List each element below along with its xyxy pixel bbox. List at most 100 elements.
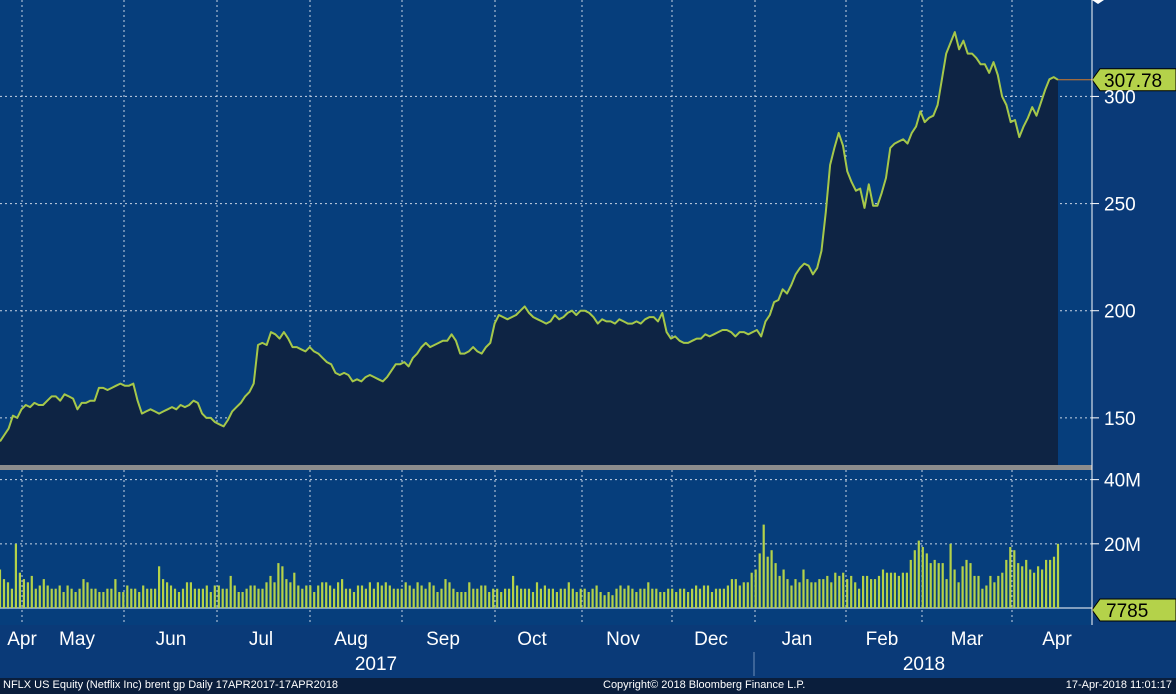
volume-bar — [734, 579, 737, 608]
volume-bar — [754, 569, 757, 608]
volume-bar — [269, 575, 272, 608]
volume-bar — [695, 585, 698, 608]
volume-bar — [189, 582, 192, 608]
volume-bar — [58, 585, 61, 608]
volume-bar — [348, 588, 352, 608]
volume-bar — [380, 585, 383, 608]
volume-bar — [476, 588, 479, 608]
volume-bar — [221, 588, 224, 608]
volume-bar — [337, 582, 340, 608]
volume-bar — [981, 588, 984, 608]
volume-bar — [790, 585, 793, 608]
volume-bar — [822, 579, 825, 608]
volume-bar — [46, 585, 49, 608]
volume-bar — [571, 588, 574, 608]
volume-bar — [42, 579, 45, 608]
volume-bar — [921, 547, 924, 608]
volume-bar — [909, 559, 912, 608]
volume-bar — [631, 588, 634, 608]
volume-bar — [647, 582, 650, 608]
volume-bar — [893, 572, 896, 608]
volume-bar — [901, 572, 904, 608]
last-price-label: 307.78 — [1104, 71, 1162, 92]
volume-bar — [635, 592, 638, 608]
x-tick-label: Dec — [694, 629, 728, 650]
volume-bar — [881, 569, 885, 608]
volume-bar — [154, 588, 157, 608]
volume-bar — [945, 579, 948, 608]
volume-bar — [877, 575, 881, 608]
volume-bar — [543, 585, 546, 608]
volume-bar — [38, 585, 41, 608]
volume-bar — [169, 585, 173, 608]
volume-bar — [977, 575, 980, 608]
volume-bar — [563, 588, 566, 608]
x-tick-label: Aug — [334, 629, 368, 650]
volume-bar — [687, 592, 690, 608]
volume-bar — [675, 592, 678, 608]
volume-bar — [949, 543, 952, 608]
volume-bar — [352, 592, 356, 608]
volume-bar — [428, 582, 431, 608]
volume-bar — [623, 588, 626, 608]
price-line — [0, 31, 1059, 442]
volume-bar — [659, 592, 662, 608]
volume-bar — [138, 592, 141, 608]
volume-bar — [615, 588, 618, 608]
volume-bar — [965, 559, 968, 608]
volume-bar — [953, 569, 956, 608]
volume-bar — [26, 582, 29, 608]
volume-bar — [818, 579, 821, 608]
volume-bar — [750, 572, 753, 608]
volume-bar — [504, 588, 507, 608]
volume-bar — [496, 588, 499, 608]
volume-bar — [989, 575, 992, 608]
volume-bar — [1005, 559, 1008, 608]
volume-bar — [905, 572, 908, 608]
volume-bar — [1056, 543, 1060, 608]
volume-bar — [90, 588, 93, 608]
volume-bar — [611, 595, 614, 608]
price-y-tick-label: 250 — [1104, 195, 1136, 216]
volume-bar — [830, 582, 833, 608]
volume-bar — [356, 585, 360, 608]
volume-bar — [313, 592, 316, 608]
volume-bar — [460, 592, 463, 608]
volume-bar — [591, 588, 594, 608]
volume-bar — [241, 592, 244, 608]
volume-bar — [118, 592, 121, 608]
volume-bar — [205, 585, 208, 608]
volume-bar — [158, 566, 161, 608]
volume-bar — [786, 579, 789, 608]
volume-bar — [1049, 559, 1052, 608]
volume-bar — [838, 575, 841, 608]
footer-timestamp: 17-Apr-2018 11:01:17 — [1065, 679, 1172, 691]
volume-bar — [225, 588, 228, 608]
volume-bar — [150, 588, 153, 608]
volume-bar — [484, 585, 487, 608]
volume-bar — [579, 588, 582, 608]
volume-bar — [985, 585, 988, 608]
volume-bar — [973, 575, 976, 608]
volume-bar — [957, 582, 960, 608]
volume-bar — [10, 588, 13, 608]
volume-bar — [1052, 556, 1056, 608]
volume-bar — [710, 592, 714, 608]
volume-bar — [706, 585, 710, 608]
volume-bar — [742, 582, 745, 608]
volume-bar — [897, 575, 900, 608]
volume-bar — [162, 579, 165, 608]
volume-bar — [412, 588, 415, 608]
volume-bar — [50, 588, 53, 608]
volume-bar — [854, 582, 857, 608]
volume-bar — [6, 582, 10, 608]
volume-bar — [619, 585, 622, 608]
volume-bar — [448, 582, 451, 608]
volume-bar — [794, 579, 797, 608]
volume-bar — [464, 592, 467, 608]
volume-bar — [78, 588, 81, 608]
x-tick-label: May — [59, 629, 95, 650]
volume-bar — [166, 582, 169, 608]
volume-bar — [22, 579, 25, 608]
price-y-tick-label: 150 — [1104, 409, 1136, 430]
